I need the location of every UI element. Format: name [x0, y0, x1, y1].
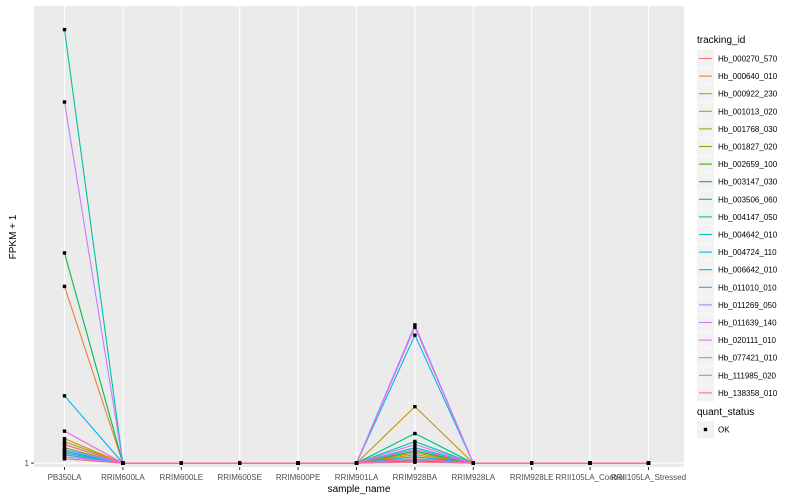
data-point: [296, 461, 300, 465]
legend-label: Hb_001013_020: [718, 107, 778, 116]
data-point: [62, 394, 67, 398]
legend-label: Hb_000922_230: [718, 90, 778, 99]
legend-label: Hb_001768_030: [718, 125, 778, 134]
data-point: [413, 333, 417, 337]
data-point: [530, 461, 534, 465]
data-point: [413, 460, 417, 464]
x-tick-label: RRII105LA_Stressed: [611, 473, 686, 482]
x-tick-label: RRII105LA_Control: [555, 473, 625, 482]
legend-label: Hb_011639_140: [718, 319, 777, 328]
data-point: [413, 449, 417, 453]
plot-panel: [34, 6, 684, 467]
legend-label: Hb_001827_020: [718, 143, 778, 152]
data-point: [179, 461, 183, 465]
legend: tracking_id Hb_000270_570Hb_000640_010Hb…: [697, 35, 778, 438]
legend-label: Hb_003147_030: [718, 178, 778, 187]
legend-color-title: tracking_id: [697, 35, 745, 46]
legend-color-keys: Hb_000270_570 Hb_000640_010 Hb_000922_230 H…: [697, 50, 778, 402]
x-tick-label: RRIM600SE: [217, 473, 261, 482]
data-point: [413, 451, 417, 455]
data-point: [413, 447, 417, 451]
data-point: [413, 323, 417, 327]
legend-label: Hb_077421_010: [718, 354, 778, 363]
legend-label: Hb_004724_110: [718, 248, 777, 257]
y-axis-title: FPKM + 1: [8, 214, 19, 259]
data-point: [413, 454, 417, 459]
data-point: [62, 251, 67, 255]
data-point: [62, 439, 67, 444]
data-point: [413, 325, 417, 329]
legend-label: Hb_004642_010: [718, 231, 778, 240]
legend-shape-title: quant_status: [697, 407, 754, 418]
data-point: [62, 442, 67, 447]
data-point: [62, 447, 67, 451]
data-point: [62, 449, 67, 453]
legend-label: Hb_111985_020: [718, 371, 777, 380]
data-point: [62, 100, 67, 104]
x-tick-labels: PB350LA RRIM600LA RRIM600LE RRIM600SE RRIM60…: [48, 467, 686, 482]
legend-label: Hb_138358_010: [718, 389, 778, 398]
legend-label: Hb_004147_050: [718, 213, 778, 222]
x-tick-label: RRIM600LA: [101, 473, 145, 482]
legend-label: Hb_002659_100: [718, 160, 778, 169]
data-point: [238, 461, 242, 465]
data-point: [413, 431, 417, 436]
x-tick-label: RRIM600LE: [160, 473, 204, 482]
y-tick-label: 1: [25, 459, 30, 468]
legend-label: Hb_020111_010: [718, 336, 777, 345]
legend-label: Hb_011269_050: [718, 301, 777, 310]
x-tick-label: RRIM901LA: [335, 473, 379, 482]
y-tick-labels: 1: [25, 459, 34, 468]
data-point: [413, 404, 417, 409]
legend-label: Hb_000270_570: [718, 55, 778, 64]
x-tick-label: PB350LA: [48, 473, 82, 482]
legend-shape-keys: OK: [697, 421, 730, 438]
data-point: [413, 439, 417, 444]
legend-key-point: [703, 427, 708, 432]
data-points: [62, 27, 651, 465]
data-point: [62, 457, 67, 461]
legend-label: OK: [718, 426, 730, 435]
x-axis-title: sample_name: [328, 484, 391, 495]
legend-label: Hb_011010_010: [718, 283, 777, 292]
data-point: [471, 461, 475, 465]
data-point: [413, 442, 417, 447]
x-tick-label: RRIM928LA: [452, 473, 496, 482]
data-point: [62, 436, 67, 441]
data-point: [62, 27, 67, 32]
x-tick-label: RRIM928LE: [510, 473, 554, 482]
data-point: [62, 429, 67, 433]
data-point: [646, 461, 651, 465]
data-point: [62, 454, 67, 459]
x-tick-label: RRIM928BA: [393, 473, 438, 482]
data-point: [121, 461, 125, 465]
data-point: [62, 453, 67, 457]
data-point: [413, 453, 417, 457]
x-tick-label: RRIM600PE: [276, 473, 320, 482]
data-point: [62, 284, 67, 289]
data-point: [62, 451, 67, 455]
legend-label: Hb_003506_060: [718, 195, 778, 204]
data-point: [354, 461, 359, 465]
legend-label: Hb_006642_010: [718, 266, 778, 275]
data-point: [588, 461, 592, 465]
legend-label: Hb_000640_010: [718, 72, 778, 81]
data-point: [413, 457, 417, 461]
